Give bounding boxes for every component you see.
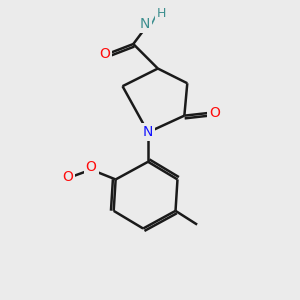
Text: O: O [86, 160, 97, 174]
Text: N: N [140, 17, 150, 32]
Text: O: O [209, 106, 220, 120]
Text: H: H [157, 7, 167, 20]
Text: O: O [62, 170, 73, 184]
Text: O: O [99, 47, 110, 61]
Text: N: N [143, 125, 153, 139]
